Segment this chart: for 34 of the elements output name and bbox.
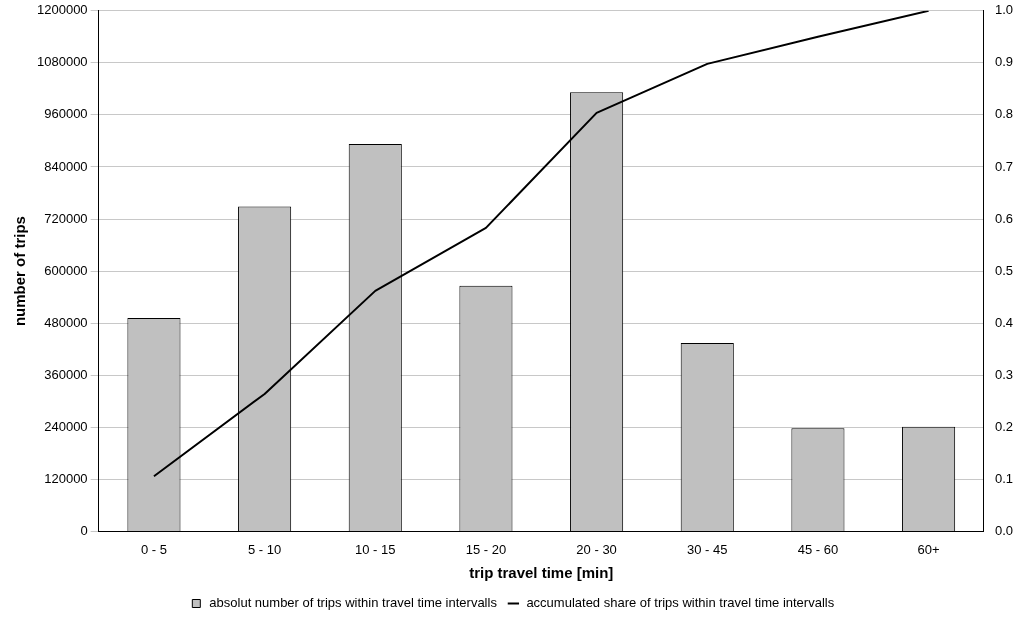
y2-tick-label: 0.0 [994, 522, 1014, 538]
x-tick-label: 20 - 30 [576, 541, 617, 557]
y2-tick-label: 0.8 [994, 106, 1014, 122]
x-tick-label: 0 - 5 [140, 541, 167, 557]
y-tick-label: 480000 [44, 314, 88, 330]
legend-label: absolut number of trips within travel time intervalls [209, 595, 498, 611]
x-tick-label: 10 - 15 [355, 541, 396, 557]
y2-tick-label: 0.6 [994, 210, 1014, 226]
y-tick-label: 720000 [44, 210, 88, 226]
y-tick-label: 0 [80, 522, 88, 538]
x-axis-title: trip travel time [min] [469, 564, 614, 582]
y2-tick-label: 0.1 [994, 470, 1014, 486]
x-tick-label: 5 - 10 [247, 541, 282, 557]
y-tick-label: 600000 [44, 262, 88, 278]
y-tick-label: 1200000 [36, 2, 88, 18]
y-tick-label: 120000 [44, 470, 88, 486]
x-tick-label: 15 - 20 [465, 541, 507, 557]
y-tick-label: 1080000 [36, 54, 88, 70]
y2-tick-label: 1.0 [994, 2, 1014, 18]
y2-tick-label: 0.5 [994, 262, 1014, 278]
y2-tick-label: 0.9 [994, 54, 1014, 70]
y-tick-label: 840000 [44, 158, 88, 174]
y2-tick-label: 0.3 [994, 366, 1014, 382]
y2-tick-label: 0.2 [994, 418, 1014, 434]
y-tick-label: 360000 [44, 366, 88, 382]
x-tick-label: 30 - 45 [687, 541, 728, 557]
x-tick-label: 60+ [917, 541, 940, 557]
y-axis-title: number of trips [11, 216, 29, 327]
y-tick-label: 960000 [44, 106, 88, 122]
x-tick-label: 45 - 60 [797, 541, 839, 557]
legend-label: accumulated share of trips within travel time intervalls [526, 595, 835, 611]
y2-tick-label: 0.7 [994, 158, 1014, 174]
y-tick-label: 240000 [44, 418, 88, 434]
y2-tick-label: 0.4 [994, 314, 1014, 330]
